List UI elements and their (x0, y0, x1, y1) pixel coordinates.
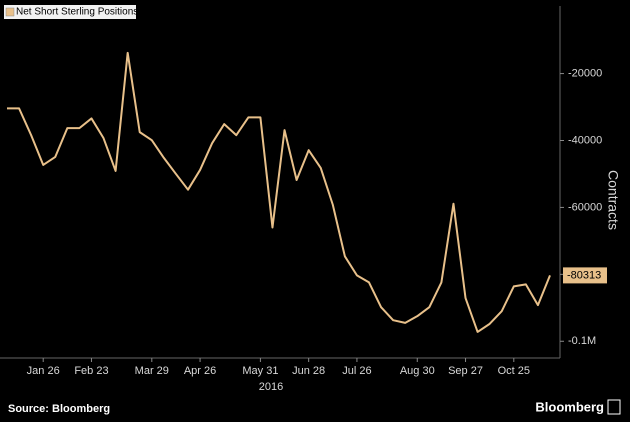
last-value-label: -80313 (567, 269, 601, 281)
legend-box (4, 5, 136, 19)
x-tick-label: Apr 26 (184, 365, 216, 377)
line (7, 51, 551, 333)
legend-swatch (5, 7, 15, 17)
x-tick-label: Jun 28 (292, 365, 325, 377)
y-tick-label: -0.1M (568, 335, 596, 347)
x-tick-label: Feb 23 (74, 365, 108, 377)
y-axis-title: Contracts (605, 170, 621, 230)
x-tick-label: Jul 26 (342, 365, 371, 377)
x-tick-label: Jan 26 (27, 365, 60, 377)
year-label: 2016 (259, 381, 283, 393)
y-tick-label: -20000 (568, 67, 602, 79)
brand-icon (607, 399, 621, 415)
last-value-box (563, 267, 607, 284)
y-tick-label: -40000 (568, 134, 602, 146)
legend-label: Net Short Sterling Positions (16, 7, 138, 18)
y-tick-label: -60000 (568, 201, 602, 213)
x-tick-label: Sep 27 (448, 365, 483, 377)
source: Source: Bloomberg (8, 403, 110, 415)
x-tick-label: Oct 25 (498, 365, 530, 377)
x-tick-label: Mar 29 (135, 365, 169, 377)
x-tick-label: Aug 30 (400, 365, 435, 377)
brand: Bloomberg (535, 399, 604, 414)
x-tick-label: May 31 (242, 365, 278, 377)
